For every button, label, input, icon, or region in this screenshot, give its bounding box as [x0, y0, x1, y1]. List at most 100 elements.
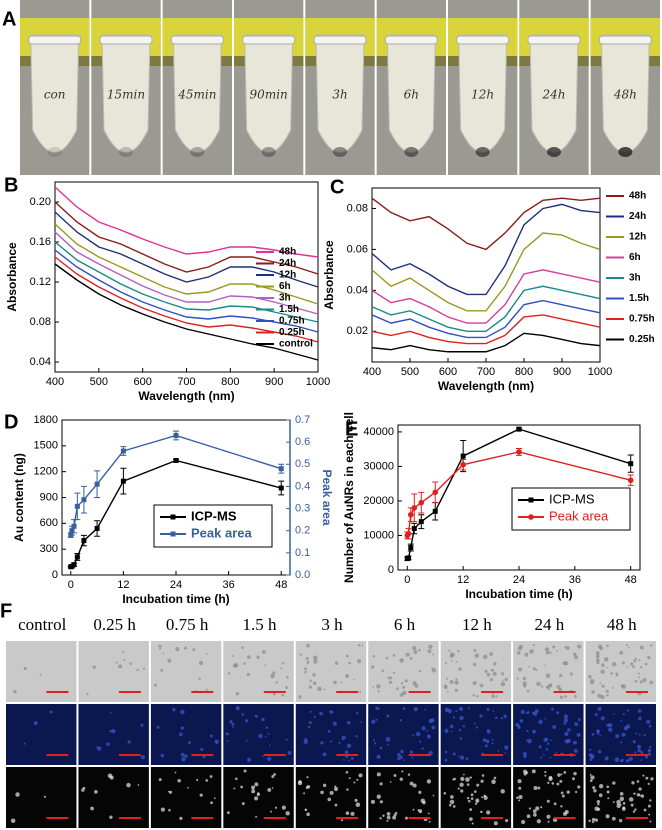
legend-label: 12h	[279, 270, 296, 281]
legend-box	[511, 487, 631, 531]
cell-dot	[272, 692, 276, 696]
cell-dot	[633, 792, 636, 795]
cell-dot	[594, 713, 598, 717]
pellet	[547, 147, 561, 157]
column-label: 24 h	[534, 615, 564, 634]
cell-dot	[330, 740, 333, 743]
cell-dot	[388, 676, 392, 680]
cell-dot	[256, 655, 260, 659]
cell-dot	[350, 811, 355, 816]
cell-dot	[33, 721, 38, 726]
cell-dot	[649, 746, 652, 749]
cell-dot	[122, 651, 125, 654]
cell-dot	[599, 646, 604, 651]
pellet	[404, 147, 419, 157]
cell-dot	[320, 790, 324, 795]
cell-dot	[388, 680, 393, 684]
cell-dot	[246, 655, 251, 660]
cell-dot	[299, 653, 303, 656]
cell-dot	[404, 816, 408, 820]
cell-dot	[392, 654, 396, 657]
legend-label: 0.75h	[279, 316, 305, 327]
cell-dot	[489, 652, 494, 657]
cell-dot	[636, 793, 641, 797]
cell-dot	[205, 779, 209, 782]
marker	[69, 528, 75, 534]
cell-dot	[520, 819, 526, 825]
cell-dot	[620, 719, 623, 722]
cell-dot	[493, 661, 497, 666]
cell-dot	[385, 656, 389, 660]
cell-dot	[253, 796, 259, 801]
cell-dot	[379, 800, 383, 804]
cell-dot	[340, 681, 343, 684]
cell-dot	[241, 713, 244, 716]
cell-dot	[476, 783, 480, 787]
marker	[460, 461, 466, 468]
cell-dot	[454, 688, 458, 692]
cell-dot	[544, 774, 547, 777]
cell-dot	[628, 756, 633, 761]
cell-dot	[463, 773, 465, 776]
cell-dot	[246, 672, 250, 677]
y2-tick-label: 0.0	[295, 569, 310, 581]
cell-dot	[459, 755, 465, 760]
marker	[173, 457, 179, 463]
cell-dot	[258, 733, 263, 739]
cell-dot	[578, 718, 581, 722]
marker	[81, 497, 87, 503]
x-tick-label: 800	[515, 366, 533, 378]
cell-dot	[564, 731, 569, 736]
cell-dot	[409, 750, 414, 754]
cell-dot	[109, 815, 113, 819]
cell-dot	[245, 719, 249, 723]
cell-dot	[345, 811, 350, 816]
cell-dot	[566, 790, 570, 794]
cell-dot	[97, 746, 102, 751]
cell-dot	[243, 769, 247, 773]
cell-dot	[376, 754, 381, 759]
cell-dot	[274, 806, 278, 809]
cell-dot	[588, 753, 592, 757]
cell-dot	[415, 731, 421, 737]
cell-dot	[522, 751, 527, 757]
cell-dot	[573, 771, 577, 776]
x-tick-label: 36	[222, 579, 234, 591]
tube-cap	[170, 35, 224, 45]
cell-dot	[350, 757, 354, 760]
tube-cap	[384, 35, 438, 45]
cell-dot	[360, 721, 363, 723]
cell-dot	[322, 752, 327, 757]
cell-dot	[647, 748, 652, 753]
marker	[94, 526, 100, 531]
cell-dot	[184, 754, 188, 758]
cell-dot	[233, 787, 236, 790]
cell-dot	[180, 709, 185, 715]
cell-dot	[255, 815, 258, 818]
cell-dot	[598, 793, 603, 798]
panel-label: A	[2, 8, 16, 30]
cell-dot	[153, 683, 157, 687]
cell-dot	[465, 777, 470, 782]
cell-dot	[348, 661, 351, 665]
cell-dot	[379, 817, 382, 820]
cell-dot	[522, 681, 527, 686]
legend-label: ICP-MS	[549, 491, 595, 506]
cell-dot	[549, 756, 552, 759]
cell-dot	[418, 790, 422, 795]
cell-dot	[563, 718, 569, 723]
legend-marker	[528, 514, 534, 520]
marker	[418, 519, 424, 525]
cell-dot	[392, 815, 396, 820]
marker	[120, 448, 126, 454]
cell-dot	[620, 684, 624, 688]
cell-dot	[619, 650, 624, 655]
cell-dot	[649, 799, 652, 802]
cell-dot	[479, 683, 484, 688]
tube-label: 90min	[250, 88, 288, 102]
column-label: 0.25 h	[93, 615, 136, 634]
cell-dot	[474, 653, 479, 658]
cell-dot	[454, 680, 459, 685]
cell-dot	[551, 782, 555, 785]
cell-dot	[577, 644, 582, 649]
